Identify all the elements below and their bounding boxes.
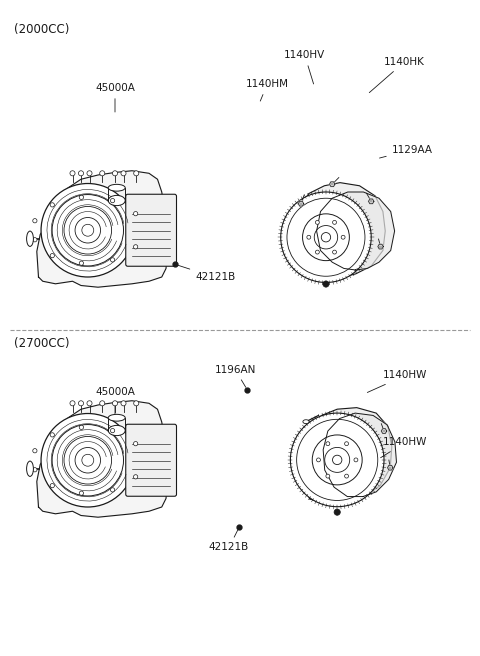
Polygon shape xyxy=(387,465,393,470)
Circle shape xyxy=(79,491,84,495)
Circle shape xyxy=(50,203,54,207)
Polygon shape xyxy=(37,171,168,287)
Circle shape xyxy=(307,236,311,239)
Circle shape xyxy=(333,250,336,254)
Circle shape xyxy=(70,401,75,406)
Circle shape xyxy=(133,211,138,216)
Circle shape xyxy=(333,455,342,464)
Polygon shape xyxy=(298,201,304,206)
Polygon shape xyxy=(317,192,395,270)
Circle shape xyxy=(341,236,345,239)
Circle shape xyxy=(345,474,348,478)
Polygon shape xyxy=(381,428,387,434)
Circle shape xyxy=(326,441,330,445)
Polygon shape xyxy=(323,413,396,497)
Circle shape xyxy=(354,458,358,462)
Polygon shape xyxy=(329,182,335,186)
Text: 1196AN: 1196AN xyxy=(215,365,256,387)
Circle shape xyxy=(33,449,37,453)
Ellipse shape xyxy=(26,461,34,476)
Ellipse shape xyxy=(26,231,34,247)
Circle shape xyxy=(133,441,138,446)
Circle shape xyxy=(323,281,329,287)
Text: 1140HK: 1140HK xyxy=(369,57,425,92)
Text: (2000CC): (2000CC) xyxy=(14,23,70,36)
Circle shape xyxy=(112,171,118,176)
Circle shape xyxy=(33,468,37,472)
Circle shape xyxy=(110,258,115,262)
Text: 45000A: 45000A xyxy=(95,83,135,112)
Circle shape xyxy=(333,220,336,224)
Polygon shape xyxy=(295,182,385,279)
Polygon shape xyxy=(378,244,384,249)
Text: 1140HW: 1140HW xyxy=(367,371,427,392)
Circle shape xyxy=(79,261,84,265)
Circle shape xyxy=(50,483,54,488)
Circle shape xyxy=(33,218,37,223)
Circle shape xyxy=(87,401,92,406)
Ellipse shape xyxy=(303,420,309,424)
Text: 1140HM: 1140HM xyxy=(246,79,289,101)
Circle shape xyxy=(110,488,115,492)
Circle shape xyxy=(41,413,134,507)
Text: 45000A: 45000A xyxy=(95,387,135,415)
Circle shape xyxy=(134,171,139,176)
Circle shape xyxy=(315,220,319,224)
Ellipse shape xyxy=(108,184,125,191)
Ellipse shape xyxy=(108,425,125,436)
Circle shape xyxy=(78,401,84,406)
Circle shape xyxy=(100,401,105,406)
Circle shape xyxy=(315,250,319,254)
Circle shape xyxy=(316,458,321,462)
Circle shape xyxy=(112,401,118,406)
Circle shape xyxy=(87,171,92,176)
FancyBboxPatch shape xyxy=(126,194,177,266)
Text: (2700CC): (2700CC) xyxy=(14,337,70,350)
Circle shape xyxy=(326,474,330,478)
Circle shape xyxy=(70,171,75,176)
Ellipse shape xyxy=(108,195,125,205)
Circle shape xyxy=(345,441,348,445)
Polygon shape xyxy=(300,407,392,504)
Circle shape xyxy=(78,171,84,176)
Circle shape xyxy=(79,195,84,199)
Circle shape xyxy=(110,428,115,433)
Circle shape xyxy=(100,171,105,176)
Text: 1140HW: 1140HW xyxy=(381,438,427,458)
Circle shape xyxy=(133,475,138,479)
Text: 42121B: 42121B xyxy=(178,265,236,282)
Circle shape xyxy=(281,192,371,283)
Circle shape xyxy=(33,237,37,242)
FancyBboxPatch shape xyxy=(126,424,177,496)
Text: 42121B: 42121B xyxy=(209,530,249,552)
Circle shape xyxy=(134,401,139,406)
Polygon shape xyxy=(37,401,168,517)
Text: 1129AA: 1129AA xyxy=(380,144,432,158)
Circle shape xyxy=(290,413,384,506)
Circle shape xyxy=(50,433,54,437)
Circle shape xyxy=(79,425,84,430)
Circle shape xyxy=(133,245,138,249)
Circle shape xyxy=(121,401,126,406)
Text: 1140HV: 1140HV xyxy=(284,51,325,84)
Circle shape xyxy=(321,233,331,242)
Polygon shape xyxy=(369,199,374,204)
Circle shape xyxy=(41,184,134,277)
Circle shape xyxy=(121,171,126,176)
Ellipse shape xyxy=(108,415,125,421)
Circle shape xyxy=(110,199,115,203)
Circle shape xyxy=(334,509,340,515)
Circle shape xyxy=(50,253,54,258)
